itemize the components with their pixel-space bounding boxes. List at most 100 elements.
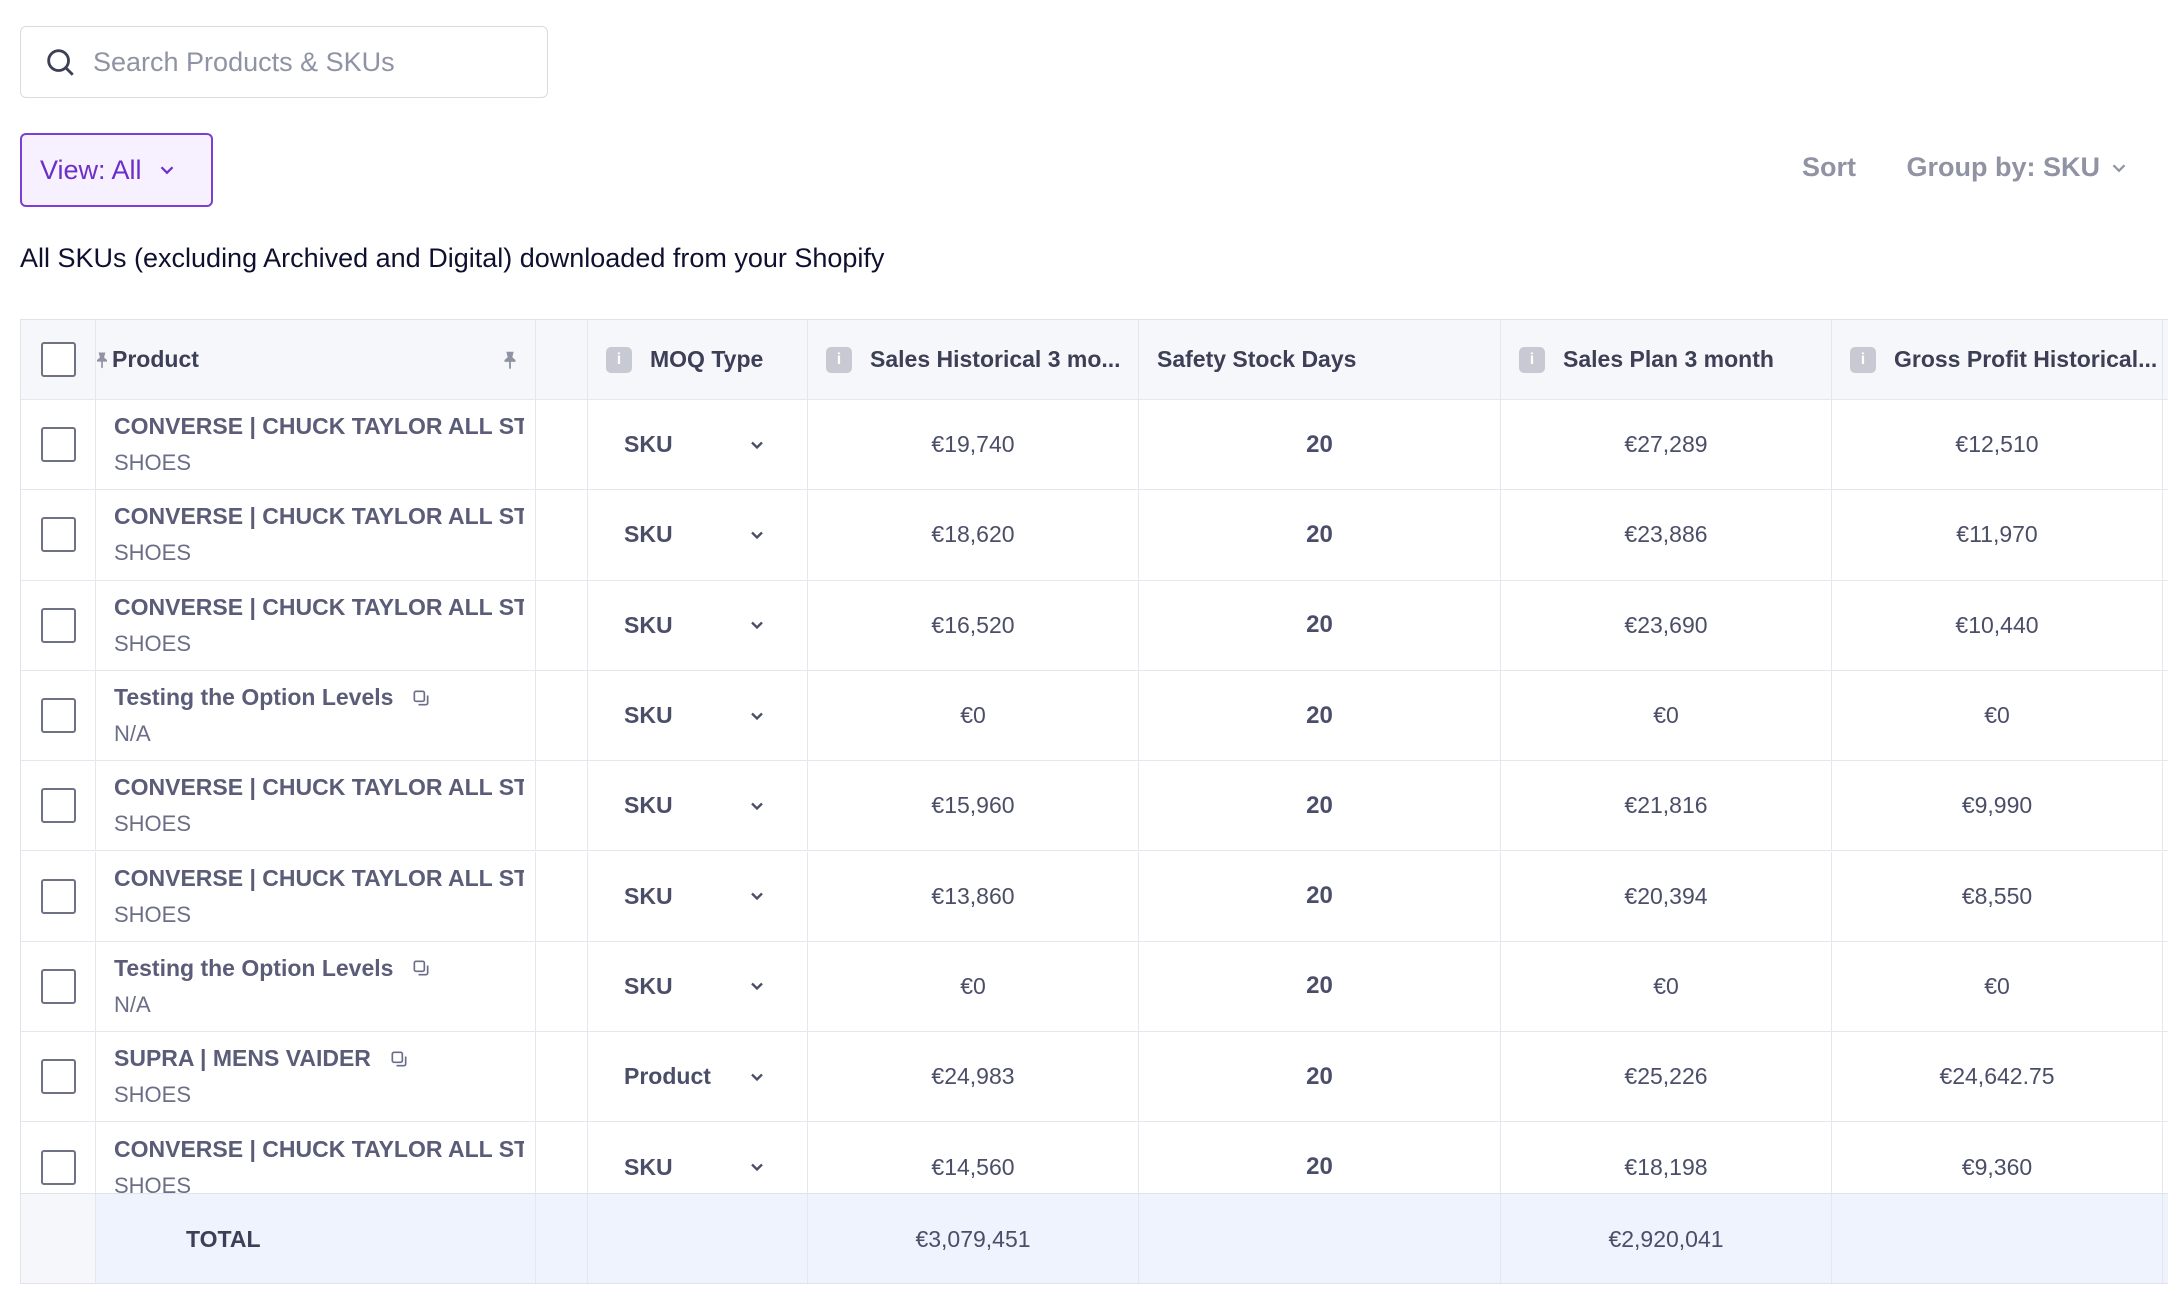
gross-profit-value: €8,550 xyxy=(1832,851,2163,941)
moq-type-select[interactable]: SKU xyxy=(588,761,808,851)
view-dropdown-button[interactable]: View: All xyxy=(20,133,213,207)
info-icon[interactable]: i xyxy=(826,346,852,373)
pin-icon[interactable] xyxy=(92,350,112,370)
product-category: SHOES xyxy=(114,630,192,656)
safety-stock-value[interactable]: 20 xyxy=(1139,670,1501,761)
row-checkbox[interactable] xyxy=(40,788,76,824)
gross-profit-value: €12,510 xyxy=(1832,400,2163,490)
row-checkbox[interactable] xyxy=(40,968,76,1004)
table-row[interactable]: Testing the Option Levels N/A SKU €0 20 … xyxy=(21,670,2168,762)
total-label: TOTAL xyxy=(96,1194,536,1283)
product-name[interactable]: CONVERSE | CHUCK TAYLOR ALL STA xyxy=(114,1135,524,1162)
sales-plan-value: €27,289 xyxy=(1501,400,1832,490)
info-icon[interactable]: i xyxy=(1519,346,1545,373)
row-checkbox[interactable] xyxy=(40,878,76,914)
safety-stock-value[interactable]: 20 xyxy=(1139,490,1501,580)
safety-stock-value[interactable]: 20 xyxy=(1139,941,1501,1032)
column-header-gross-profit[interactable]: Gross Profit Historical... xyxy=(1894,346,2158,372)
sales-historical-value: €24,983 xyxy=(808,1032,1139,1122)
copy-icon[interactable] xyxy=(389,1049,409,1069)
safety-stock-value[interactable]: 20 xyxy=(1139,1122,1501,1212)
product-category: SHOES xyxy=(114,1082,192,1108)
pin-icon[interactable] xyxy=(499,349,521,371)
table-row[interactable]: CONVERSE | CHUCK TAYLOR ALL STA SHOES SK… xyxy=(21,490,2168,581)
product-category: N/A xyxy=(114,721,151,747)
sales-plan-value: €0 xyxy=(1501,670,1832,761)
product-name[interactable]: SUPRA | MENS VAIDER xyxy=(114,1045,371,1072)
moq-type-select[interactable]: SKU xyxy=(588,670,808,761)
row-checkbox[interactable] xyxy=(40,1059,76,1095)
search-input[interactable] xyxy=(93,46,513,78)
sales-historical-value: €0 xyxy=(808,670,1139,761)
table-row[interactable]: CONVERSE | CHUCK TAYLOR ALL STA SHOES SK… xyxy=(21,851,2168,942)
safety-stock-value[interactable]: 20 xyxy=(1139,580,1501,670)
product-category: SHOES xyxy=(114,540,192,566)
product-name[interactable]: CONVERSE | CHUCK TAYLOR ALL STA xyxy=(114,864,524,891)
column-header-safety-stock[interactable]: Safety Stock Days xyxy=(1157,346,1357,372)
product-category: SHOES xyxy=(114,811,192,837)
safety-stock-value[interactable]: 20 xyxy=(1139,761,1501,851)
product-name[interactable]: CONVERSE | CHUCK TAYLOR ALL STA xyxy=(114,413,524,440)
safety-stock-value[interactable]: 20 xyxy=(1139,400,1501,490)
chevron-down-icon xyxy=(2112,163,2126,172)
sort-button[interactable]: Sort xyxy=(1802,152,1856,182)
group-by-dropdown[interactable]: Group by: SKU xyxy=(1907,152,2131,183)
search-box[interactable] xyxy=(20,26,548,98)
copy-icon[interactable] xyxy=(411,688,431,708)
data-table: Product i MOQ Type i Sales Historical 3 mo… xyxy=(20,319,2168,1284)
gross-profit-value: €10,440 xyxy=(1832,580,2163,670)
copy-icon[interactable] xyxy=(411,958,431,978)
sales-plan-value: €18,198 xyxy=(1501,1122,1832,1212)
column-header-sales-plan[interactable]: Sales Plan 3 month xyxy=(1563,346,1774,372)
moq-type-value: SKU xyxy=(624,431,673,458)
table-header-row: Product i MOQ Type i Sales Historical 3 mo… xyxy=(21,320,2168,400)
moq-type-select[interactable]: SKU xyxy=(588,580,808,670)
table-row[interactable]: CONVERSE | CHUCK TAYLOR ALL STA SHOES SK… xyxy=(21,400,2168,491)
chevron-down-icon xyxy=(751,712,763,720)
select-all-checkbox[interactable] xyxy=(40,342,76,377)
column-header-product[interactable]: Product xyxy=(112,346,199,372)
info-icon[interactable]: i xyxy=(1850,346,1876,373)
product-name[interactable]: CONVERSE | CHUCK TAYLOR ALL STA xyxy=(114,593,524,620)
view-description: All SKUs (excluding Archived and Digital… xyxy=(20,243,885,273)
moq-type-select[interactable]: SKU xyxy=(588,490,808,580)
sales-historical-value: €15,960 xyxy=(808,761,1139,851)
column-header-moq-type[interactable]: MOQ Type xyxy=(650,346,764,372)
product-category: N/A xyxy=(114,991,151,1017)
safety-stock-value[interactable]: 20 xyxy=(1139,851,1501,941)
row-checkbox[interactable] xyxy=(40,1149,76,1185)
sales-plan-value: €25,226 xyxy=(1501,1032,1832,1122)
column-header-sales-historical[interactable]: Sales Historical 3 mo... xyxy=(870,346,1121,372)
moq-type-value: Product xyxy=(624,1063,711,1090)
moq-type-select[interactable]: SKU xyxy=(588,1122,808,1212)
chevron-down-icon xyxy=(751,892,763,901)
gross-profit-value: €9,990 xyxy=(1832,761,2163,851)
moq-type-select[interactable]: Product xyxy=(588,1032,808,1122)
moq-type-value: SKU xyxy=(624,792,673,819)
table-row[interactable]: CONVERSE | CHUCK TAYLOR ALL STA SHOES SK… xyxy=(21,580,2168,671)
product-name[interactable]: CONVERSE | CHUCK TAYLOR ALL STA xyxy=(114,774,524,801)
product-name[interactable]: CONVERSE | CHUCK TAYLOR ALL STA xyxy=(114,503,524,530)
product-category: SHOES xyxy=(114,450,192,476)
table-row[interactable]: SUPRA | MENS VAIDER SHOES Product €24,98… xyxy=(21,1032,2168,1123)
product-name[interactable]: Testing the Option Levels xyxy=(114,954,394,981)
chevron-down-icon xyxy=(751,983,763,991)
sales-plan-value: €20,394 xyxy=(1501,851,1832,941)
row-checkbox[interactable] xyxy=(40,517,76,553)
moq-type-select[interactable]: SKU xyxy=(588,941,808,1032)
moq-type-value: SKU xyxy=(624,972,673,999)
info-icon[interactable]: i xyxy=(606,346,632,373)
moq-type-select[interactable]: SKU xyxy=(588,400,808,490)
table-row[interactable]: Testing the Option Levels N/A SKU €0 20 … xyxy=(21,941,2168,1033)
row-checkbox[interactable] xyxy=(40,698,76,734)
gross-profit-value: €11,970 xyxy=(1832,490,2163,580)
table-row[interactable]: CONVERSE | CHUCK TAYLOR ALL STA SHOES SK… xyxy=(21,761,2168,852)
row-checkbox[interactable] xyxy=(40,607,76,643)
chevron-down-icon xyxy=(751,1163,763,1172)
row-checkbox[interactable] xyxy=(40,427,76,463)
moq-type-select[interactable]: SKU xyxy=(588,851,808,941)
sales-historical-value: €13,860 xyxy=(808,851,1139,941)
product-name[interactable]: Testing the Option Levels xyxy=(114,684,394,711)
safety-stock-value[interactable]: 20 xyxy=(1139,1032,1501,1122)
moq-type-value: SKU xyxy=(624,1153,673,1180)
